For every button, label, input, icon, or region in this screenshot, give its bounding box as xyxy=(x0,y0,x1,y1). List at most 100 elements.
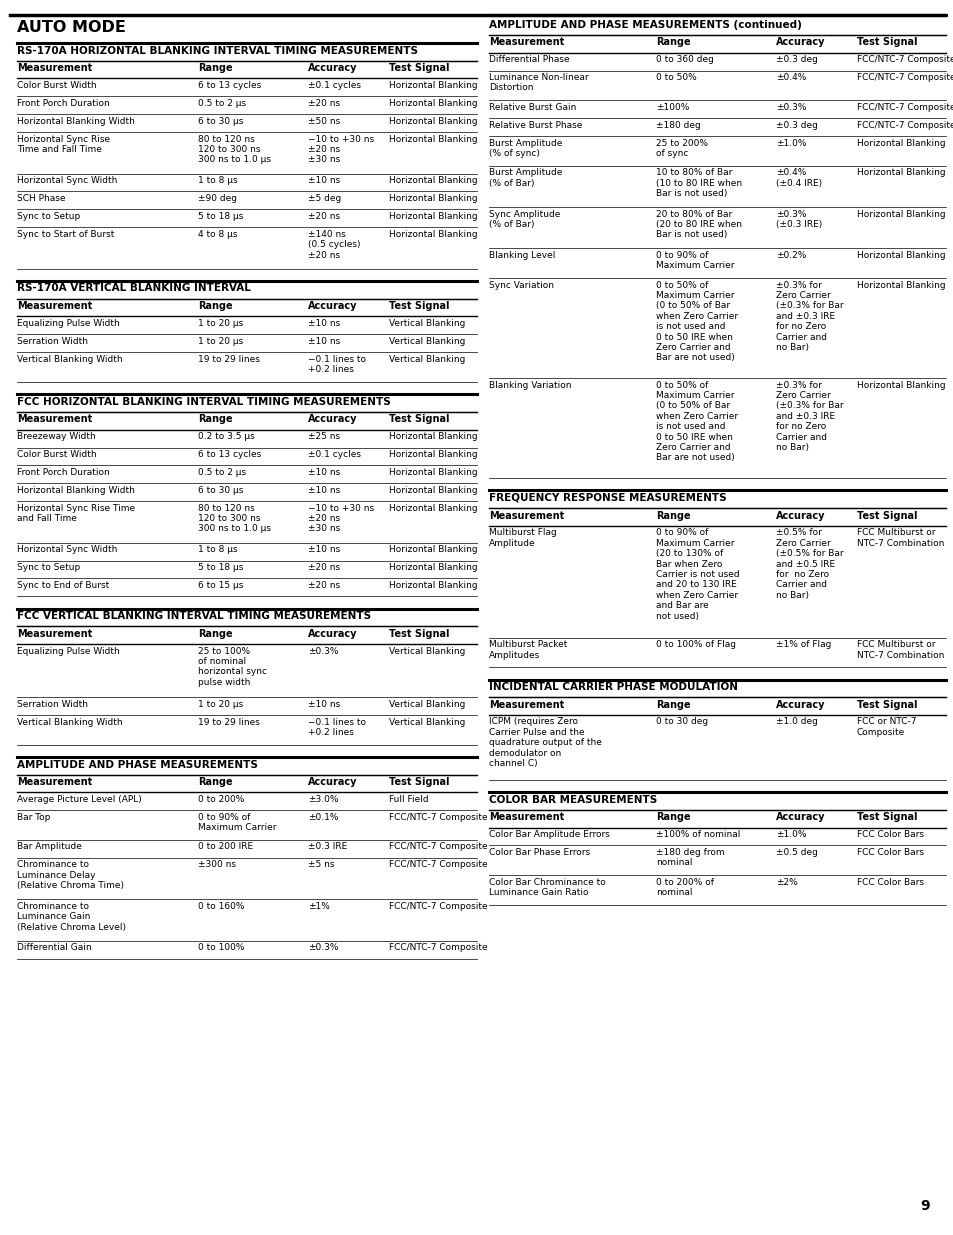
Text: Horizontal Blanking: Horizontal Blanking xyxy=(389,135,477,143)
Text: Bar Top: Bar Top xyxy=(17,813,51,821)
Text: Test Signal: Test Signal xyxy=(856,700,916,710)
Text: ±5 ns: ±5 ns xyxy=(308,861,335,869)
Text: Horizontal Sync Rise
Time and Fall Time: Horizontal Sync Rise Time and Fall Time xyxy=(17,135,111,154)
Text: Test Signal: Test Signal xyxy=(389,629,449,638)
Text: ±0.5% for
Zero Carrier
(±0.5% for Bar
and ±0.5 IRE
for  no Zero
Carrier and
no B: ±0.5% for Zero Carrier (±0.5% for Bar an… xyxy=(775,529,842,600)
Text: Equalizing Pulse Width: Equalizing Pulse Width xyxy=(17,319,120,327)
Text: 80 to 120 ns
120 to 300 ns
300 ns to 1.0 µs: 80 to 120 ns 120 to 300 ns 300 ns to 1.0… xyxy=(198,135,272,164)
Text: AMPLITUDE AND PHASE MEASUREMENTS (continued): AMPLITUDE AND PHASE MEASUREMENTS (contin… xyxy=(489,20,801,30)
Text: ±0.4%
(±0.4 IRE): ±0.4% (±0.4 IRE) xyxy=(775,168,821,188)
Text: Measurement: Measurement xyxy=(489,510,564,521)
Text: ±20 ns: ±20 ns xyxy=(308,99,340,107)
Text: Horizontal Blanking: Horizontal Blanking xyxy=(389,432,477,441)
Text: ±1% of Flag: ±1% of Flag xyxy=(775,640,830,650)
Text: ±0.3%: ±0.3% xyxy=(308,944,338,952)
Text: ±3.0%: ±3.0% xyxy=(308,795,338,804)
Text: Serration Width: Serration Width xyxy=(17,699,88,709)
Text: Chrominance to
Luminance Delay
(Relative Chroma Time): Chrominance to Luminance Delay (Relative… xyxy=(17,861,124,890)
Text: ±5 deg: ±5 deg xyxy=(308,194,341,203)
Text: FCC Multiburst or
NTC-7 Combination: FCC Multiburst or NTC-7 Combination xyxy=(856,640,943,659)
Text: ±100% of nominal: ±100% of nominal xyxy=(656,830,740,839)
Text: ±0.1 cycles: ±0.1 cycles xyxy=(308,450,361,459)
Text: 6 to 30 µs: 6 to 30 µs xyxy=(198,485,244,495)
Text: ±10 ns: ±10 ns xyxy=(308,319,340,327)
Text: ±10 ns: ±10 ns xyxy=(308,468,340,477)
Text: −10 to +30 ns
±20 ns
±30 ns: −10 to +30 ns ±20 ns ±30 ns xyxy=(308,504,374,534)
Text: Horizontal Blanking: Horizontal Blanking xyxy=(856,168,944,177)
Text: Test Signal: Test Signal xyxy=(389,777,449,787)
Text: Relative Burst Gain: Relative Burst Gain xyxy=(489,103,577,111)
Text: Measurement: Measurement xyxy=(17,777,92,787)
Text: Horizontal Blanking: Horizontal Blanking xyxy=(856,251,944,259)
Text: Test Signal: Test Signal xyxy=(389,63,449,73)
Text: Accuracy: Accuracy xyxy=(308,301,357,311)
Text: 0 to 90% of
Maximum Carrier: 0 to 90% of Maximum Carrier xyxy=(198,813,276,832)
Text: Color Bar Amplitude Errors: Color Bar Amplitude Errors xyxy=(489,830,610,839)
Text: 1 to 8 µs: 1 to 8 µs xyxy=(198,545,238,555)
Text: Measurement: Measurement xyxy=(489,700,564,710)
Text: Blanking Level: Blanking Level xyxy=(489,251,556,259)
Text: Color Bar Phase Errors: Color Bar Phase Errors xyxy=(489,848,590,857)
Text: −0.1 lines to
+0.2 lines: −0.1 lines to +0.2 lines xyxy=(308,718,366,737)
Text: INCIDENTAL CARRIER PHASE MODULATION: INCIDENTAL CARRIER PHASE MODULATION xyxy=(489,682,738,692)
Text: Horizontal Blanking: Horizontal Blanking xyxy=(856,280,944,289)
Text: Range: Range xyxy=(656,37,690,47)
Text: Horizontal Blanking: Horizontal Blanking xyxy=(856,380,944,389)
Text: Multiburst Packet
Amplitudes: Multiburst Packet Amplitudes xyxy=(489,640,567,659)
Text: 19 to 29 lines: 19 to 29 lines xyxy=(198,718,260,726)
Text: Sync Amplitude
(% of Bar): Sync Amplitude (% of Bar) xyxy=(489,210,560,228)
Text: Vertical Blanking: Vertical Blanking xyxy=(389,699,465,709)
Text: FCC Color Bars: FCC Color Bars xyxy=(856,848,923,857)
Text: Accuracy: Accuracy xyxy=(775,700,824,710)
Text: FCC or NTC-7
Composite: FCC or NTC-7 Composite xyxy=(856,718,915,737)
Text: Accuracy: Accuracy xyxy=(308,629,357,638)
Text: Breezeway Width: Breezeway Width xyxy=(17,432,96,441)
Text: 5 to 18 µs: 5 to 18 µs xyxy=(198,212,244,221)
Text: Burst Amplitude
(% of sync): Burst Amplitude (% of sync) xyxy=(489,138,562,158)
Text: Vertical Blanking Width: Vertical Blanking Width xyxy=(17,718,123,726)
Text: Test Signal: Test Signal xyxy=(856,813,916,823)
Text: 6 to 13 cycles: 6 to 13 cycles xyxy=(198,450,261,459)
Text: FCC/NTC-7 Composite: FCC/NTC-7 Composite xyxy=(389,861,487,869)
Text: 1 to 20 µs: 1 to 20 µs xyxy=(198,699,243,709)
Text: ±0.3 deg: ±0.3 deg xyxy=(775,56,817,64)
Text: 0 to 360 deg: 0 to 360 deg xyxy=(656,56,714,64)
Text: Range: Range xyxy=(656,700,690,710)
Text: Measurement: Measurement xyxy=(17,63,92,73)
Text: 10 to 80% of Bar
(10 to 80 IRE when
Bar is not used): 10 to 80% of Bar (10 to 80 IRE when Bar … xyxy=(656,168,741,198)
Text: Measurement: Measurement xyxy=(17,414,92,425)
Text: ±180 deg: ±180 deg xyxy=(656,121,700,130)
Text: Horizontal Blanking: Horizontal Blanking xyxy=(389,194,477,203)
Text: Vertical Blanking Width: Vertical Blanking Width xyxy=(17,354,123,363)
Text: FCC/NTC-7 Composite: FCC/NTC-7 Composite xyxy=(389,842,487,851)
Text: Bar Amplitude: Bar Amplitude xyxy=(17,842,82,851)
Text: Horizontal Sync Width: Horizontal Sync Width xyxy=(17,177,117,185)
Text: 0 to 50%: 0 to 50% xyxy=(656,73,697,82)
Text: FCC/NTC-7 Composite: FCC/NTC-7 Composite xyxy=(856,56,953,64)
Text: 0 to 30 deg: 0 to 30 deg xyxy=(656,718,708,726)
Text: Burst Amplitude
(% of Bar): Burst Amplitude (% of Bar) xyxy=(489,168,562,188)
Text: ±20 ns: ±20 ns xyxy=(308,212,340,221)
Text: Horizontal Sync Rise Time
and Fall Time: Horizontal Sync Rise Time and Fall Time xyxy=(17,504,135,524)
Text: Horizontal Blanking Width: Horizontal Blanking Width xyxy=(17,117,135,126)
Text: ±1.0 deg: ±1.0 deg xyxy=(775,718,817,726)
Text: RS-170A VERTICAL BLANKING INTERVAL: RS-170A VERTICAL BLANKING INTERVAL xyxy=(17,284,251,294)
Text: 1 to 8 µs: 1 to 8 µs xyxy=(198,177,238,185)
Text: Blanking Variation: Blanking Variation xyxy=(489,380,571,389)
Text: ±90 deg: ±90 deg xyxy=(198,194,237,203)
Text: Accuracy: Accuracy xyxy=(308,63,357,73)
Text: ±1.0%: ±1.0% xyxy=(775,830,805,839)
Text: Accuracy: Accuracy xyxy=(775,813,824,823)
Text: Multiburst Flag
Amplitude: Multiburst Flag Amplitude xyxy=(489,529,557,548)
Text: Color Burst Width: Color Burst Width xyxy=(17,82,96,90)
Text: Equalizing Pulse Width: Equalizing Pulse Width xyxy=(17,646,120,656)
Text: Accuracy: Accuracy xyxy=(308,414,357,425)
Text: FCC/NTC-7 Composite: FCC/NTC-7 Composite xyxy=(856,73,953,82)
Text: Front Porch Duration: Front Porch Duration xyxy=(17,468,110,477)
Text: 0 to 160%: 0 to 160% xyxy=(198,902,245,910)
Text: Horizontal Blanking: Horizontal Blanking xyxy=(389,450,477,459)
Text: FREQUENCY RESPONSE MEASUREMENTS: FREQUENCY RESPONSE MEASUREMENTS xyxy=(489,493,726,503)
Text: FCC/NTC-7 Composite: FCC/NTC-7 Composite xyxy=(856,103,953,111)
Text: 0 to 90% of
Maximum Carrier
(20 to 130% of
Bar when Zero
Carrier is not used
and: 0 to 90% of Maximum Carrier (20 to 130% … xyxy=(656,529,740,620)
Text: ±0.3%: ±0.3% xyxy=(775,103,805,111)
